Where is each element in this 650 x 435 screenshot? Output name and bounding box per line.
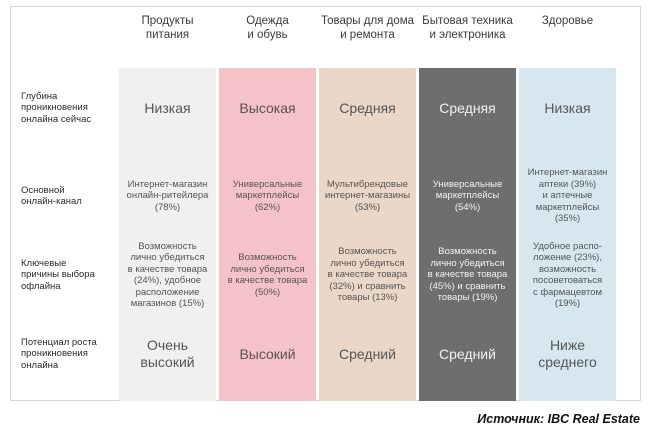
channel-cell: Универсальные маркетплейсы (62%) [232, 178, 303, 213]
reasons-cell: Возможность лично убедиться в качестве т… [127, 240, 208, 310]
column-background [319, 68, 416, 401]
column-header: Товары для дома и ремонта [320, 15, 414, 41]
reasons-cell: Возможность лично убедиться в качестве т… [227, 252, 308, 298]
column-background [119, 68, 216, 401]
depth-cell: Средняя [339, 99, 396, 116]
column-background [519, 68, 616, 401]
row-label: Потенциал роста проникновения онлайна [21, 336, 97, 371]
depth-cell: Средняя [439, 99, 496, 116]
potential-cell: Средний [439, 345, 496, 362]
row-label: Основной онлайн-канал [21, 184, 82, 208]
column-background [219, 68, 316, 401]
channel-cell: Мультибрендовые интернет-магазины (53%) [324, 178, 411, 213]
column-header: Одежда и обувь [246, 15, 289, 41]
column-header: Бытовая техника и электроника [422, 15, 513, 41]
column-header: Продукты питания [141, 15, 194, 41]
source-note: Источник: IBC Real Estate [477, 412, 640, 426]
channel-cell: Интернет-магазин онлайн-ритейлера (78%) [126, 178, 209, 213]
depth-cell: Высокая [239, 99, 296, 116]
depth-cell: Низкая [544, 99, 591, 116]
potential-cell: Ниже среднего [538, 337, 597, 370]
potential-cell: Средний [339, 345, 396, 362]
channel-cell: Универсальные маркетплейсы (54%) [432, 178, 503, 213]
depth-cell: Низкая [144, 99, 191, 116]
reasons-cell: Возможность лично убедиться в качестве т… [327, 246, 408, 304]
column-header: Здоровье [541, 15, 594, 27]
row-label: Глубина проникновения онлайна сейчас [21, 90, 92, 125]
column-background [419, 68, 516, 401]
reasons-cell: Удобное распо- ложение (23%), возможност… [532, 240, 603, 310]
potential-cell: Очень высокий [140, 337, 195, 370]
potential-cell: Высокий [239, 345, 296, 362]
channel-cell: Интернет-магазин аптеки (39%) и аптечные… [527, 167, 608, 225]
reasons-cell: Возможность лично убедиться в качестве т… [427, 246, 508, 304]
row-label: Ключевые причины выбора офлайна [21, 257, 95, 292]
